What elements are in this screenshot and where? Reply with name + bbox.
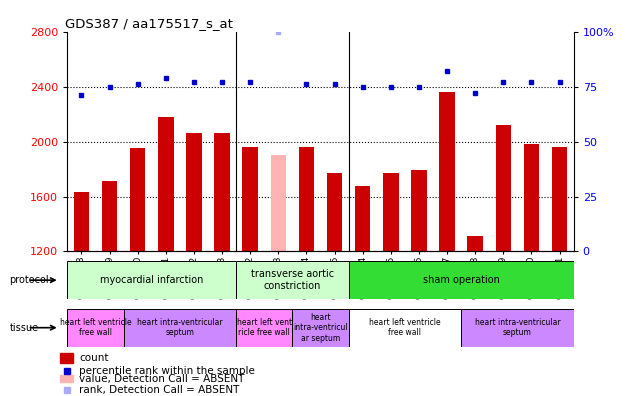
- Bar: [74, 192, 89, 251]
- Bar: [158, 117, 174, 251]
- Bar: [60, 353, 73, 363]
- Bar: [67, 309, 124, 346]
- Text: value, Detection Call = ABSENT: value, Detection Call = ABSENT: [79, 374, 244, 384]
- Bar: [102, 181, 117, 251]
- Bar: [495, 125, 511, 251]
- Text: tissue: tissue: [10, 323, 38, 333]
- Bar: [467, 236, 483, 251]
- Bar: [292, 309, 349, 346]
- Text: heart left vent
ricle free wall: heart left vent ricle free wall: [237, 318, 292, 337]
- Bar: [214, 133, 229, 251]
- Text: percentile rank within the sample: percentile rank within the sample: [79, 366, 255, 376]
- Bar: [299, 147, 314, 251]
- Bar: [439, 92, 455, 251]
- Text: GDS387 / aa175517_s_at: GDS387 / aa175517_s_at: [65, 17, 233, 30]
- Bar: [236, 261, 349, 299]
- Bar: [130, 148, 146, 251]
- Bar: [552, 147, 567, 251]
- Bar: [124, 309, 236, 346]
- Bar: [524, 144, 539, 251]
- Text: heart
intra-ventricul
ar septum: heart intra-ventricul ar septum: [293, 313, 348, 343]
- Bar: [412, 170, 427, 251]
- Bar: [236, 309, 292, 346]
- Bar: [355, 185, 370, 251]
- Bar: [67, 261, 236, 299]
- Bar: [242, 147, 258, 251]
- Text: count: count: [79, 353, 108, 363]
- Text: heart intra-ventricular
septum: heart intra-ventricular septum: [137, 318, 222, 337]
- Bar: [327, 173, 342, 251]
- Bar: [271, 155, 286, 251]
- Text: heart left ventricle
free wall: heart left ventricle free wall: [369, 318, 441, 337]
- Text: protocol: protocol: [10, 275, 49, 285]
- Bar: [349, 309, 461, 346]
- Bar: [60, 375, 73, 383]
- Text: myocardial infarction: myocardial infarction: [100, 275, 203, 285]
- Text: heart intra-ventricular
septum: heart intra-ventricular septum: [474, 318, 560, 337]
- Text: sham operation: sham operation: [422, 275, 499, 285]
- Text: heart left ventricle
free wall: heart left ventricle free wall: [60, 318, 131, 337]
- Text: transverse aortic
constriction: transverse aortic constriction: [251, 269, 334, 291]
- Bar: [461, 309, 574, 346]
- Bar: [186, 133, 202, 251]
- Text: rank, Detection Call = ABSENT: rank, Detection Call = ABSENT: [79, 385, 240, 395]
- Bar: [349, 261, 574, 299]
- Bar: [383, 173, 399, 251]
